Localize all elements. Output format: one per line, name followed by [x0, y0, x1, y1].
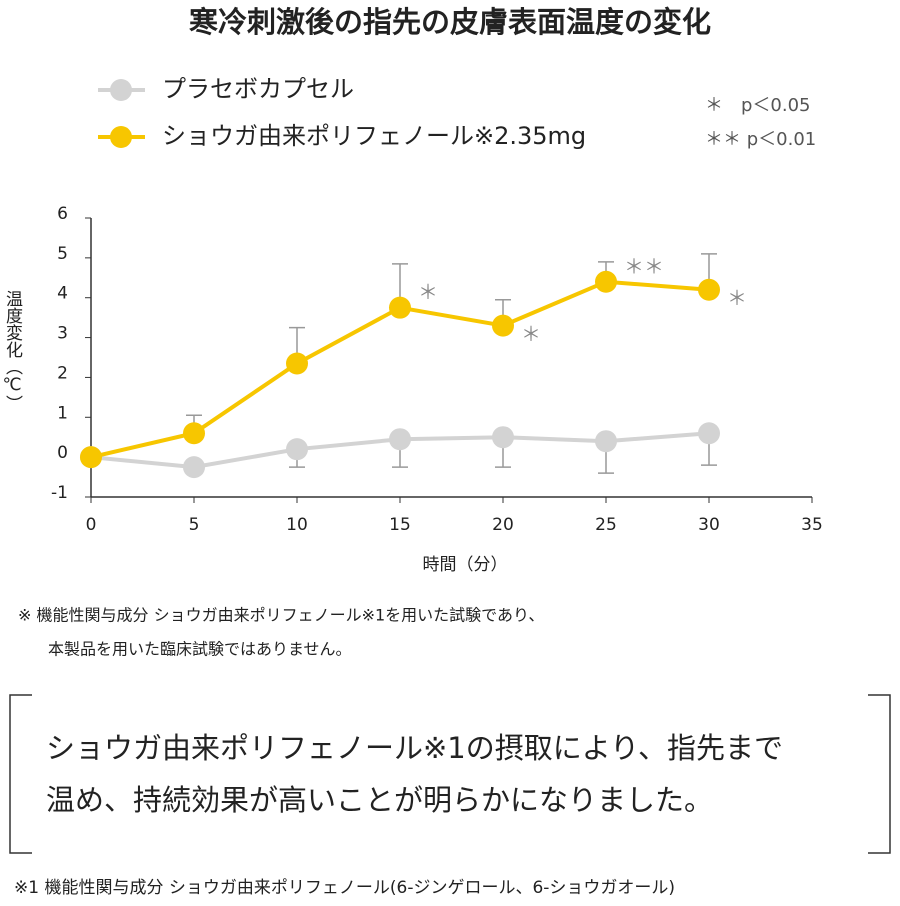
data-point: [183, 422, 205, 445]
footnote: ※1 機能性関与成分 ショウガ由来ポリフェノール(6-ジンゲロール、6-ショウガ…: [14, 878, 675, 898]
disclaimer: ※ 機能性関与成分 ショウガ由来ポリフェノール※1を用いた試験であり、: [18, 606, 544, 625]
data-point: [389, 428, 411, 451]
legend-marker: [110, 79, 132, 101]
chart-title: 寒冷刺激後の指先の皮膚表面温度の変化: [189, 5, 711, 39]
data-point: [698, 278, 720, 301]
data-point: [183, 456, 205, 479]
significance-mark: ＊: [521, 322, 541, 346]
data-point: [286, 438, 308, 461]
y-tick-label: 4: [57, 284, 68, 304]
x-axis-label: 時間（分）: [423, 555, 508, 575]
x-tick-label: 10: [286, 515, 308, 535]
significance-mark: ＊: [418, 280, 438, 304]
y-tick-label: 3: [57, 324, 68, 344]
conclusion: ショウガ由来ポリフェノール※1の摂取により、指先まで: [46, 731, 783, 765]
x-tick-label: 20: [492, 515, 514, 535]
significance-legend: ＊ p＜0.05: [705, 95, 811, 116]
data-point: [698, 422, 720, 445]
conclusion: 温め、持続効果が高いことが明らかになりました。: [46, 783, 713, 817]
data-point: [595, 270, 617, 293]
significance-legend: ＊＊ p＜0.01: [705, 129, 816, 150]
x-tick-label: 25: [595, 515, 617, 535]
x-tick-label: 0: [86, 515, 97, 535]
significance-mark: ＊＊: [624, 254, 664, 278]
y-axis-label: 温度変化（℃）: [2, 290, 23, 412]
x-tick-label: 35: [801, 515, 823, 535]
legend-label: ショウガ由来ポリフェノール※2.35mg: [162, 122, 586, 150]
y-tick-label: 5: [57, 244, 68, 264]
x-tick-label: 15: [389, 515, 411, 535]
data-point: [492, 426, 514, 449]
y-tick-label: 1: [57, 403, 68, 423]
disclaimer: 本製品を用いた臨床試験ではありません。: [48, 640, 352, 659]
data-point: [492, 314, 514, 337]
x-tick-label: 30: [698, 515, 720, 535]
y-tick-label: 0: [57, 443, 68, 463]
x-tick-label: 5: [189, 515, 200, 535]
data-point: [286, 352, 308, 375]
data-point: [595, 430, 617, 453]
data-point: [389, 296, 411, 319]
data-point: [80, 446, 102, 469]
legend-label: プラセボカプセル: [162, 75, 354, 103]
y-tick-label: 6: [57, 204, 68, 224]
significance-mark: ＊: [727, 286, 747, 310]
y-tick-label: 2: [57, 363, 68, 383]
bracket: [9, 694, 891, 854]
legend-marker: [110, 126, 132, 148]
y-tick-label: -1: [51, 483, 68, 503]
